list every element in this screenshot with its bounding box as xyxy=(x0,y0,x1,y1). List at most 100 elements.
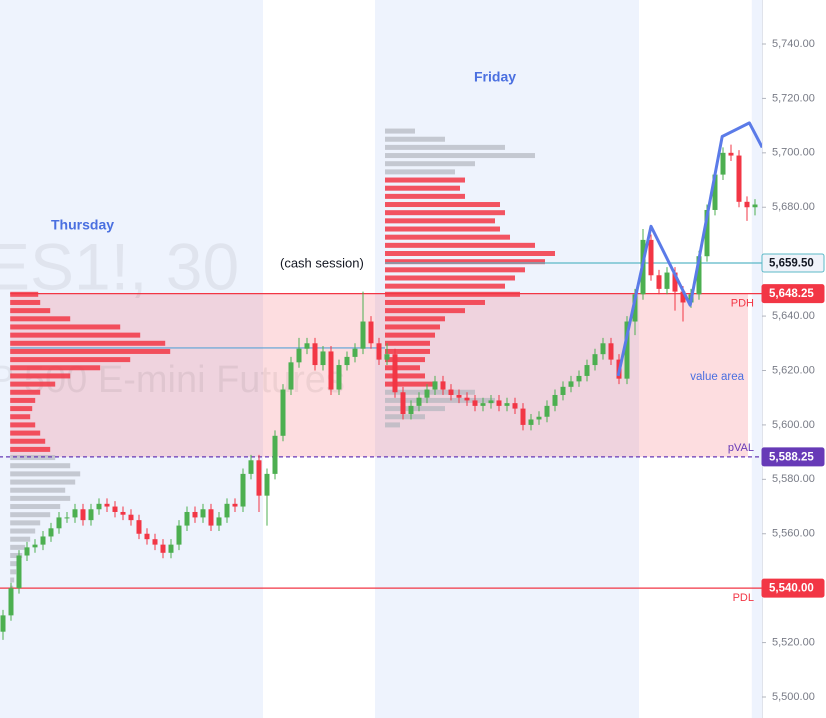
candle-body xyxy=(712,174,718,210)
candle-body xyxy=(504,403,510,406)
candle-body xyxy=(424,389,430,398)
candle-body xyxy=(584,365,590,376)
level-note: PDH xyxy=(731,298,754,310)
y-tick-label: 5,640.00 xyxy=(772,310,815,322)
candle-body xyxy=(376,343,382,360)
candle-body xyxy=(568,381,574,387)
profile-bar xyxy=(385,226,500,232)
candle-body xyxy=(312,343,318,366)
candle-body xyxy=(632,294,638,322)
candle-body xyxy=(208,509,214,526)
candle-body xyxy=(160,544,166,553)
candle-body xyxy=(56,517,62,529)
profile-bar xyxy=(10,455,56,461)
profile-bar xyxy=(10,536,31,542)
candle-body xyxy=(456,394,462,398)
candle-body xyxy=(264,473,270,496)
candle-body xyxy=(720,152,726,175)
profile-bar xyxy=(385,414,425,420)
candle-body xyxy=(360,321,366,349)
annotation: (cash session) xyxy=(280,255,364,270)
candle-body xyxy=(664,272,670,289)
profile-bar xyxy=(10,463,71,469)
candle-body xyxy=(472,400,478,406)
level-note: PDL xyxy=(733,592,754,604)
candle-body xyxy=(624,321,630,379)
candle-body xyxy=(560,386,566,395)
profile-bar xyxy=(10,381,56,387)
price-tag xyxy=(761,284,825,304)
candle-body xyxy=(64,517,70,519)
price-tag-label: 5,588.25 xyxy=(769,451,814,463)
candle-body xyxy=(168,544,174,553)
profile-bar xyxy=(385,242,535,248)
profile-bar xyxy=(385,381,435,387)
price-tag-label: 5,540.00 xyxy=(769,583,814,595)
candle-body xyxy=(440,381,446,390)
candle-body xyxy=(408,405,414,415)
candle-body xyxy=(184,511,190,526)
candle-body xyxy=(576,375,582,382)
watermark: ES1!, 30 xyxy=(0,229,239,303)
candle-body xyxy=(24,547,30,556)
candle-body xyxy=(272,435,278,474)
candle-body xyxy=(152,539,158,545)
profile-bar xyxy=(10,504,61,510)
candle-body xyxy=(120,511,126,515)
profile-bar xyxy=(10,389,41,395)
profile-bar xyxy=(10,324,121,330)
profile-bar xyxy=(10,569,17,575)
y-tick-label: 5,560.00 xyxy=(772,528,815,540)
profile-bar xyxy=(10,528,36,534)
level-note: pVAL xyxy=(728,442,754,454)
profile-bar xyxy=(385,389,475,395)
profile-bar xyxy=(10,471,81,477)
candle-body xyxy=(608,343,614,360)
candle-body xyxy=(480,403,486,406)
profile-bar xyxy=(385,144,505,150)
profile-bar xyxy=(10,373,71,379)
candle-body xyxy=(48,528,54,537)
price-tag xyxy=(761,578,825,598)
profile-bar xyxy=(10,422,36,428)
candle-body xyxy=(384,354,390,360)
candle-body xyxy=(288,362,294,390)
candle-body xyxy=(232,503,238,507)
candle-body xyxy=(296,348,302,363)
profile-bar xyxy=(385,365,420,371)
zigzag-line xyxy=(616,121,764,377)
candle-body xyxy=(352,348,358,357)
candle-body xyxy=(536,416,542,420)
profile-bar xyxy=(385,234,510,240)
price-tag-label: 5,648.25 xyxy=(769,288,814,300)
profile-bar xyxy=(385,169,455,175)
profile-bar xyxy=(385,193,465,199)
profile-bar xyxy=(385,136,445,142)
profile-bar xyxy=(10,577,15,583)
profile-bar xyxy=(10,316,71,322)
session-label: Friday xyxy=(474,69,516,85)
candle-body xyxy=(216,517,222,526)
candle-body xyxy=(280,389,286,436)
candle-body xyxy=(176,525,182,545)
candle-body xyxy=(328,351,334,390)
session-background xyxy=(751,0,763,718)
profile-bar xyxy=(385,324,440,330)
candle-body xyxy=(672,272,678,292)
annotation: value area xyxy=(690,371,744,383)
profile-bar xyxy=(10,308,51,314)
profile-bar xyxy=(385,299,485,305)
candle-body xyxy=(112,506,118,512)
candle-body xyxy=(248,460,254,474)
y-tick-label: 5,680.00 xyxy=(772,201,815,213)
profile-bar xyxy=(10,414,31,420)
candle-body xyxy=(696,256,702,295)
profile-bar xyxy=(385,422,400,428)
profile-bar xyxy=(10,406,33,412)
y-tick-label: 5,500.00 xyxy=(772,691,815,703)
candle-body xyxy=(528,419,534,425)
candle-body xyxy=(320,351,326,366)
profile-bar xyxy=(385,373,425,379)
